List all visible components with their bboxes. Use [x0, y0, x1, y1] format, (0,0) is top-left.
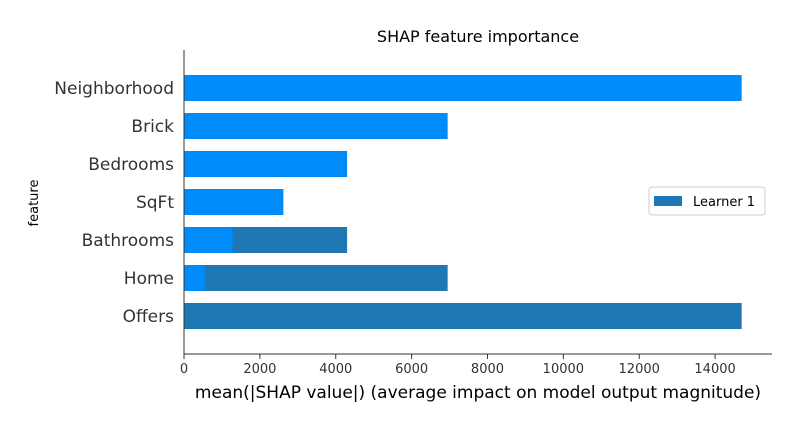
bar-home-series-2	[184, 265, 205, 291]
legend: Learner 1	[648, 186, 766, 216]
legend-label: Learner 1	[693, 195, 755, 210]
y-tick-sqft: SqFt	[136, 193, 174, 213]
x-tick-6000: 6000	[395, 362, 428, 377]
bar-neighborhood-series-2	[184, 75, 742, 101]
bar-sqft-series-2	[184, 189, 284, 215]
x-axis-label: mean(|SHAP value|) (average impact on mo…	[195, 383, 761, 403]
x-tick-14000: 14000	[694, 362, 735, 377]
y-tick-home: Home	[124, 269, 174, 289]
y-tick-offers: Offers	[123, 307, 175, 327]
bar-bathrooms-series-2	[184, 227, 233, 253]
x-tick-8000: 8000	[471, 362, 504, 377]
bar-home-series-1	[184, 265, 448, 291]
y-axis-label: feature	[27, 180, 42, 227]
x-tick-0: 0	[180, 362, 188, 377]
x-tick-labels: 0 2000 4000 6000 8000 10000 12000 14000	[180, 354, 736, 377]
y-tick-bathrooms: Bathrooms	[82, 231, 174, 251]
x-tick-12000: 12000	[619, 362, 660, 377]
y-tick-labels: Neighborhood Brick Bedrooms SqFt Bathrooms Ho…	[54, 79, 174, 327]
legend-frame	[648, 186, 766, 216]
y-tick-brick: Brick	[131, 117, 174, 137]
legend-swatch	[654, 196, 682, 206]
y-tick-neighborhood: Neighborhood	[54, 79, 174, 99]
chart-title: SHAP feature importance	[377, 27, 579, 46]
bar-offers-series-1	[184, 303, 742, 329]
y-tick-bedrooms: Bedrooms	[88, 155, 174, 175]
x-tick-10000: 10000	[543, 362, 584, 377]
x-tick-4000: 4000	[319, 362, 352, 377]
bars-layer	[184, 75, 742, 329]
axes-layer	[183, 50, 772, 355]
x-tick-2000: 2000	[243, 362, 276, 377]
bar-brick-series-2	[184, 113, 448, 139]
bar-bedrooms-series-2	[184, 151, 348, 177]
